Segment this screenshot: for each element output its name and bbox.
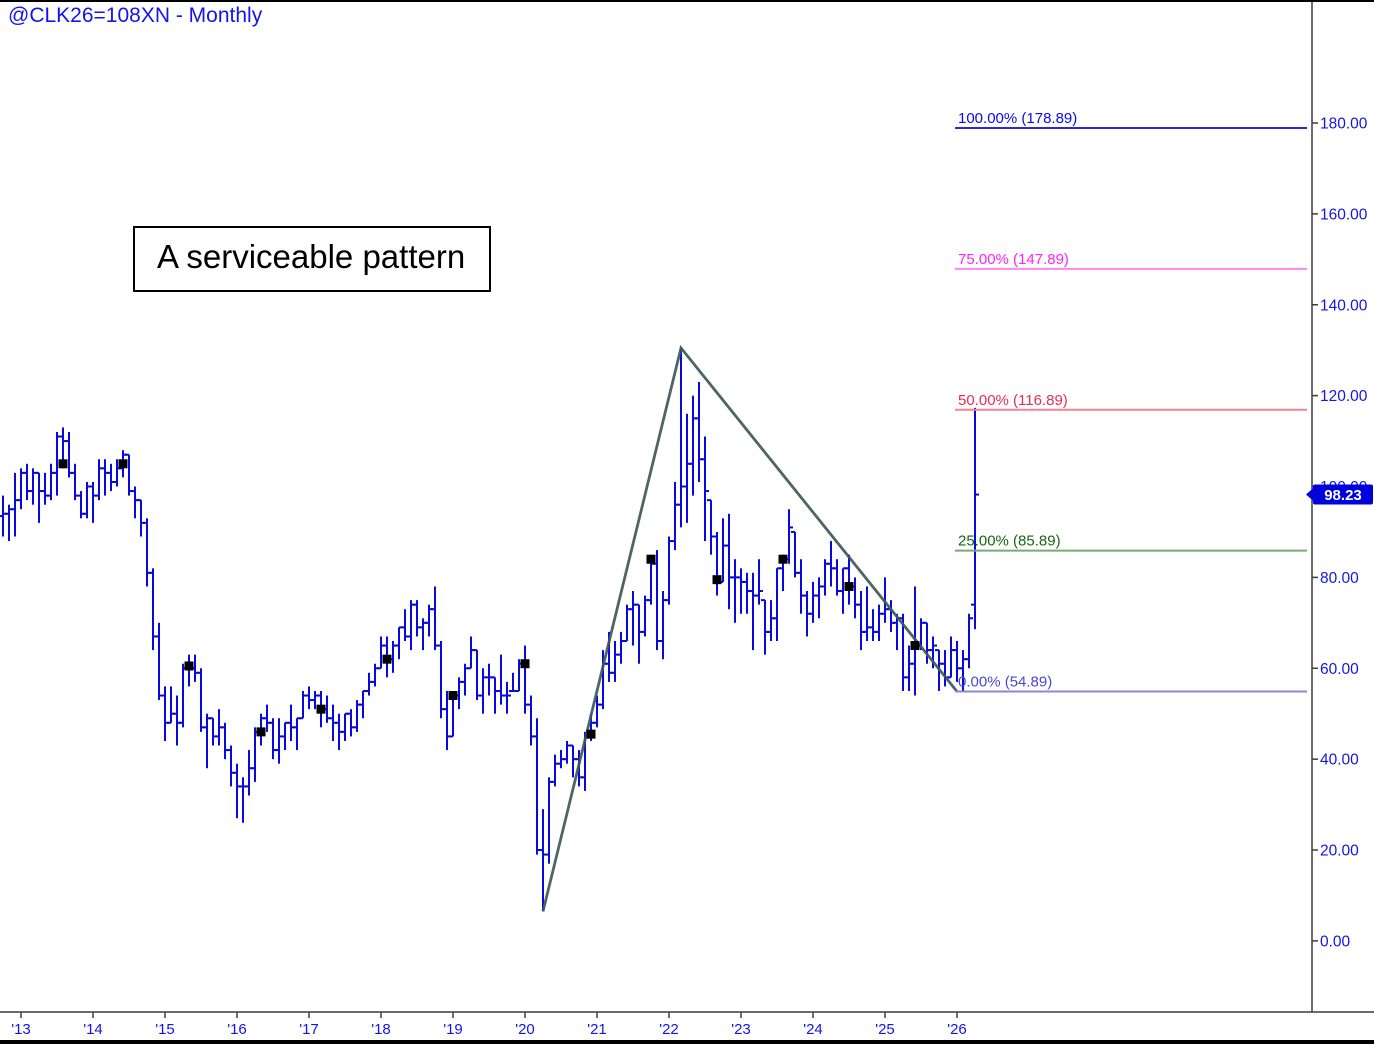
bar-marker-dot xyxy=(58,459,68,469)
y-axis-tick-label: 180.00 xyxy=(1320,116,1368,133)
fib-label-4: 0.00% (54.89) xyxy=(958,673,1052,690)
last-price-tag xyxy=(1313,484,1373,505)
abc-trendline[interactable] xyxy=(541,344,959,912)
y-axis-tick-label: 40.00 xyxy=(1320,752,1359,769)
y-axis-tick-label: 0.00 xyxy=(1320,933,1351,950)
bar-marker-dot xyxy=(844,581,854,591)
x-axis-year-label: '17 xyxy=(299,1021,319,1038)
bar-marker-dot xyxy=(256,727,266,737)
bar-marker-dot xyxy=(778,554,788,564)
x-axis-year-label: '21 xyxy=(587,1021,607,1038)
annotation-text: A serviceable pattern xyxy=(157,238,466,275)
x-axis-year-label: '18 xyxy=(371,1021,391,1038)
y-axis-tick-label: 60.00 xyxy=(1320,661,1359,678)
x-axis-year-label: '16 xyxy=(227,1021,247,1038)
y-axis-tick-label: 20.00 xyxy=(1320,843,1359,860)
x-axis-year-label: '13 xyxy=(11,1021,31,1038)
last-price-notch xyxy=(1306,487,1314,502)
last-price-text: 98.23 xyxy=(1324,487,1362,504)
bar-marker-dot xyxy=(184,661,194,671)
x-axis-year-label: '20 xyxy=(515,1021,535,1038)
x-axis-year-label: '14 xyxy=(83,1021,103,1038)
bar-marker-dot xyxy=(382,654,392,664)
bar-marker-dot xyxy=(646,554,656,564)
x-axis-year-label: '24 xyxy=(803,1021,823,1038)
fib-label-2: 50.00% (116.89) xyxy=(958,392,1068,409)
bar-marker-dot xyxy=(712,575,722,585)
bar-marker-dot xyxy=(520,659,530,669)
bar-marker-dot xyxy=(586,729,596,739)
x-axis-year-label: '25 xyxy=(875,1021,895,1038)
x-axis-year-label: '22 xyxy=(659,1021,679,1038)
x-axis-year-label: '15 xyxy=(155,1021,175,1038)
fib-label-1: 75.00% (147.89) xyxy=(958,251,1069,268)
bar-marker-dot xyxy=(118,459,128,469)
bottom-border xyxy=(0,1040,1374,1044)
y-axis-tick-label: 120.00 xyxy=(1320,388,1368,405)
bar-marker-dot xyxy=(316,704,326,714)
y-axis-tick-label: 80.00 xyxy=(1320,570,1359,587)
bar-marker-dot xyxy=(448,691,458,701)
y-axis-tick-label: 140.00 xyxy=(1320,297,1368,314)
bar-marker-dot xyxy=(910,641,920,651)
chart-title: @CLK26=108XN - Monthly xyxy=(8,4,263,27)
annotation-box[interactable]: A serviceable pattern xyxy=(133,226,492,292)
x-axis-year-label: '23 xyxy=(731,1021,751,1038)
fib-label-3: 25.00% (85.89) xyxy=(958,533,1061,550)
fib-label-0: 100.00% (178.89) xyxy=(958,110,1077,127)
x-axis-year-label: '26 xyxy=(947,1021,967,1038)
x-axis-year-label: '19 xyxy=(443,1021,463,1038)
y-axis-tick-label: 160.00 xyxy=(1320,206,1368,223)
